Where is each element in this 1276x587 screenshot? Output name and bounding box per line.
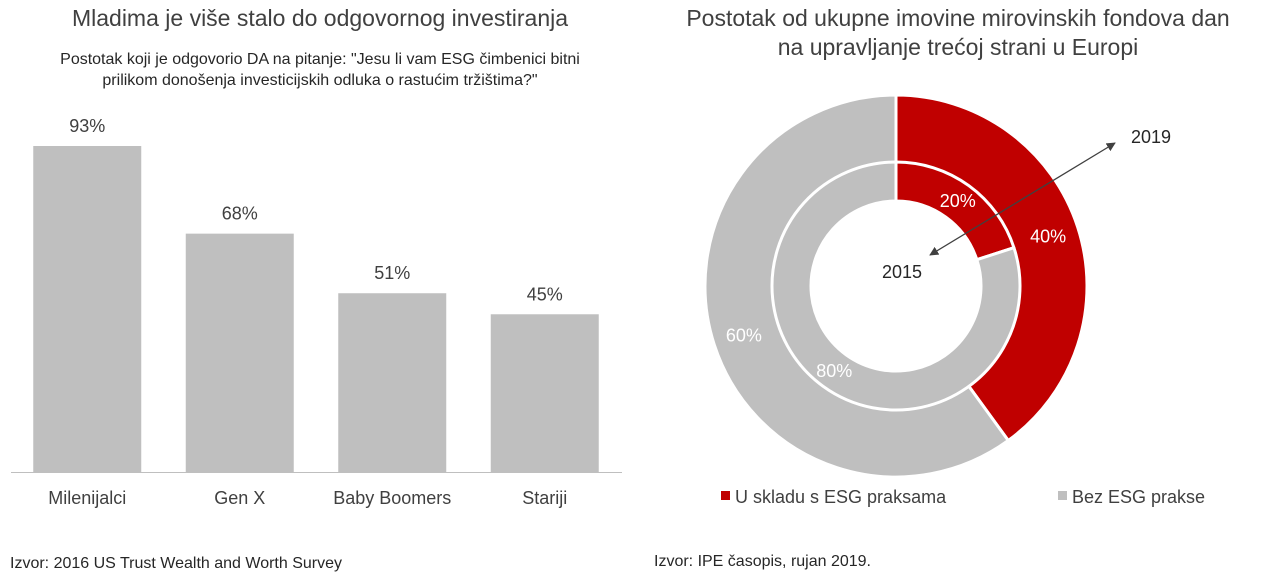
outer-ring-data-label: 60% <box>726 325 762 345</box>
doughnut-chart: 40% 60% 20% 80% 2015 2019 U skladu s ESG praks… <box>703 93 1205 507</box>
x-tick-label: Gen X <box>214 488 265 508</box>
doughnut-chart-title: Postotak od ukupne imovine mirovinskih f… <box>686 5 1230 60</box>
bar <box>33 146 142 472</box>
legend-swatch <box>1058 491 1067 500</box>
bar-chart-panel: Mladima je više stalo do odgovornog inve… <box>10 5 622 572</box>
x-tick-label: Baby Boomers <box>333 488 451 508</box>
legend-swatch <box>721 491 730 500</box>
x-tick-label: Stariji <box>522 488 567 508</box>
bar-chart: 93% Milenijalci 68% Gen X 51% Baby Boomers 45%… <box>11 116 622 508</box>
bar-data-label: 68% <box>222 204 258 224</box>
bar-chart-source: Izvor: 2016 US Trust Wealth and Worth Su… <box>10 555 342 572</box>
doughnut-chart-source: Izvor: IPE časopis, rujan 2019. <box>654 553 871 570</box>
bar-data-label: 93% <box>69 116 105 136</box>
bar-chart-title: Mladima je više stalo do odgovornog inve… <box>71 5 569 31</box>
bar <box>490 314 599 472</box>
center-label-2015: 2015 <box>882 262 922 282</box>
annotation-label-2019: 2019 <box>1131 127 1171 147</box>
year-arrow <box>929 142 1116 256</box>
bar-data-label: 45% <box>527 284 563 304</box>
x-tick-label: Milenijalci <box>48 488 126 508</box>
doughnut-chart-panel: Postotak od ukupne imovine mirovinskih f… <box>640 0 1276 587</box>
legend-label: U skladu s ESG praksama <box>735 487 947 507</box>
bar <box>185 233 294 472</box>
inner-ring-data-label: 20% <box>940 191 976 211</box>
bar-chart-subtitle: Postotak koji je odgovorio DA na pitanje… <box>60 51 580 89</box>
legend-label: Bez ESG prakse <box>1072 487 1205 507</box>
inner-ring-data-label: 80% <box>816 361 852 381</box>
bar-data-label: 51% <box>374 263 410 283</box>
outer-ring-data-label: 40% <box>1030 227 1066 247</box>
bar <box>338 293 447 472</box>
inner-ring-segment <box>770 160 1022 412</box>
